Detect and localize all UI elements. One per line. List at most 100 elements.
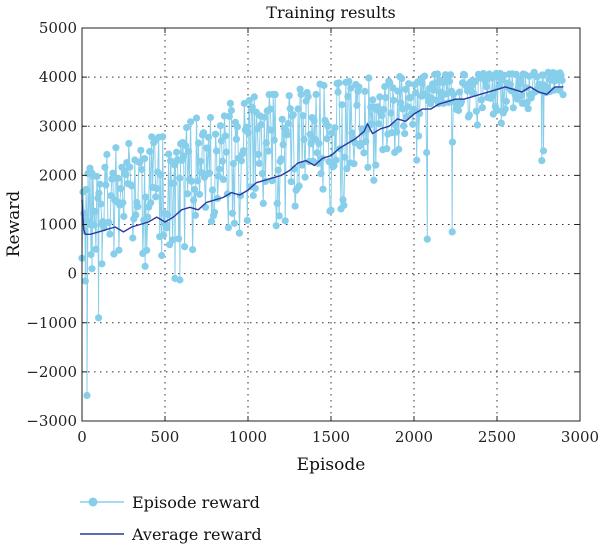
x-tick-label: 3000 [561, 428, 599, 446]
episode-reward-point [455, 88, 464, 96]
episode-reward-line [81, 71, 564, 396]
episode-reward-point [304, 93, 312, 101]
episode-reward-point [128, 182, 136, 190]
episode-reward-point [254, 150, 262, 158]
episode-reward-point [193, 177, 202, 185]
episode-reward-point [378, 112, 386, 120]
episode-reward-point [506, 81, 514, 89]
episode-reward-point [249, 191, 257, 200]
episode-reward-point [101, 163, 109, 171]
episode-reward-point [355, 83, 363, 91]
episode-reward-point [509, 104, 517, 112]
episode-reward-point [550, 86, 558, 94]
x-tick-label: 500 [151, 428, 180, 446]
episode-reward-point [344, 92, 352, 100]
episode-reward-point [415, 132, 423, 140]
episode-reward-point [327, 206, 335, 214]
episode-reward-point [374, 103, 382, 111]
episode-reward-point [189, 246, 197, 254]
episode-reward-point [343, 165, 351, 173]
x-tick-label: 0 [77, 428, 87, 446]
episode-reward-point [117, 185, 125, 193]
x-tick-label: 1500 [312, 428, 350, 446]
episode-reward-point [460, 71, 469, 79]
episode-reward-point [165, 150, 173, 158]
episode-reward-point [243, 216, 251, 225]
episode-reward-point [141, 155, 149, 163]
episode-reward-point [430, 86, 438, 94]
episode-reward-point [218, 157, 226, 165]
episode-reward-point [257, 121, 265, 129]
episode-reward-point [250, 93, 258, 101]
episode-reward-point [427, 100, 435, 108]
episode-reward-point [538, 157, 546, 165]
episode-reward-point [275, 212, 283, 220]
episode-reward-point [146, 147, 154, 156]
episode-reward-point [324, 122, 332, 130]
episode-reward-point [212, 147, 221, 155]
episode-reward-point [122, 171, 130, 179]
episode-reward-point [110, 250, 118, 258]
episode-reward-point [259, 199, 267, 207]
episode-reward-point [472, 107, 480, 115]
episode-reward-point [262, 139, 270, 147]
episode-reward-point [206, 113, 215, 122]
episode-reward-point [219, 175, 227, 184]
episode-reward-point [270, 136, 278, 144]
episode-reward-point [283, 131, 291, 139]
episode-reward-point [176, 174, 184, 182]
episode-reward-point [109, 169, 117, 177]
x-axis-label: Episode [297, 455, 366, 475]
episode-reward-point [465, 111, 473, 119]
episode-reward-point [558, 76, 566, 85]
episode-reward-point [152, 193, 160, 201]
y-tick-label: 4000 [39, 68, 77, 86]
episode-reward-point [323, 135, 331, 143]
episode-reward-point [211, 130, 220, 138]
episode-reward-point [136, 158, 144, 167]
episode-reward-point [350, 160, 358, 168]
episode-reward-point [370, 176, 378, 184]
episode-reward-point [273, 199, 281, 207]
episode-reward-point [190, 196, 198, 204]
episode-reward-point [295, 182, 303, 190]
episode-reward-point [413, 156, 421, 164]
episode-reward-point [277, 155, 285, 163]
episode-reward-point [106, 230, 114, 238]
episode-reward-point [493, 106, 501, 114]
episode-reward-point [98, 260, 106, 268]
episode-reward-point [187, 118, 195, 126]
episode-reward-point [199, 129, 208, 137]
y-tick-label: −3000 [26, 412, 77, 430]
episode-reward-point [473, 121, 481, 129]
episode-reward-point [501, 105, 509, 113]
legend: Episode reward Average reward [80, 493, 262, 544]
episode-reward-point [183, 124, 191, 132]
episode-reward-point [105, 218, 113, 226]
episode-reward-point [81, 277, 89, 285]
episode-reward-point [294, 105, 302, 113]
episode-reward-point [119, 199, 127, 207]
episode-reward-point [380, 105, 388, 114]
episode-reward-point [394, 87, 402, 95]
episode-reward-point [245, 96, 253, 105]
episode-reward-point [291, 202, 299, 210]
episode-reward-point [319, 185, 327, 193]
episode-reward-point [313, 149, 321, 157]
episode-reward-point [334, 88, 342, 96]
episode-reward-point [445, 77, 454, 85]
episode-reward-point [347, 84, 355, 92]
episode-reward-point [260, 113, 268, 121]
episode-reward-point [126, 163, 134, 171]
episode-reward-point [369, 96, 377, 104]
episode-reward-point [469, 89, 477, 97]
episode-reward-point [328, 129, 336, 137]
episode-reward-point [237, 157, 245, 165]
episode-reward-point [221, 132, 229, 140]
episode-reward-point [395, 145, 403, 153]
episode-reward-point [412, 89, 420, 97]
episode-reward-point [160, 231, 168, 239]
episode-reward-point [196, 157, 205, 165]
episode-reward-point [192, 114, 201, 122]
episode-reward-point [114, 174, 122, 182]
